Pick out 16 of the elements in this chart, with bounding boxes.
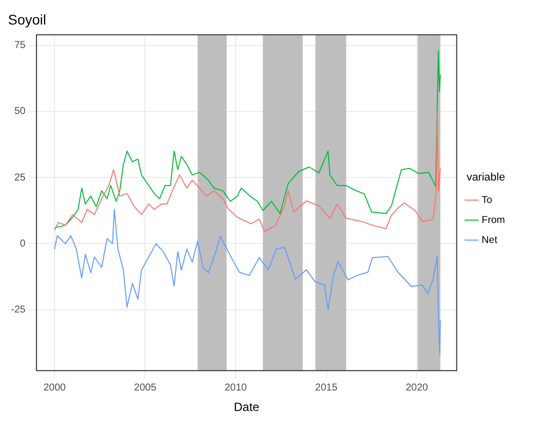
x-tick-label: 2020: [406, 382, 428, 394]
y-tick-label: -25: [11, 304, 26, 316]
y-tick-label: 50: [14, 106, 26, 118]
x-tick-label: 2005: [134, 382, 157, 394]
x-tick-label: 2010: [224, 382, 248, 394]
legend-title: variable: [466, 171, 506, 184]
x-tick-label: 2015: [315, 382, 338, 394]
x-tick-label: 2000: [43, 382, 66, 394]
y-tick-label: 25: [14, 172, 26, 184]
legend-label: Net: [482, 234, 498, 246]
y-tick-label: 0: [20, 238, 26, 250]
legend-label: From: [482, 214, 506, 226]
y-tick-label: 75: [14, 40, 26, 52]
legend-label: To: [482, 194, 493, 206]
chart-title: Soyoil: [8, 11, 46, 28]
x-axis-title: Date: [234, 400, 260, 414]
